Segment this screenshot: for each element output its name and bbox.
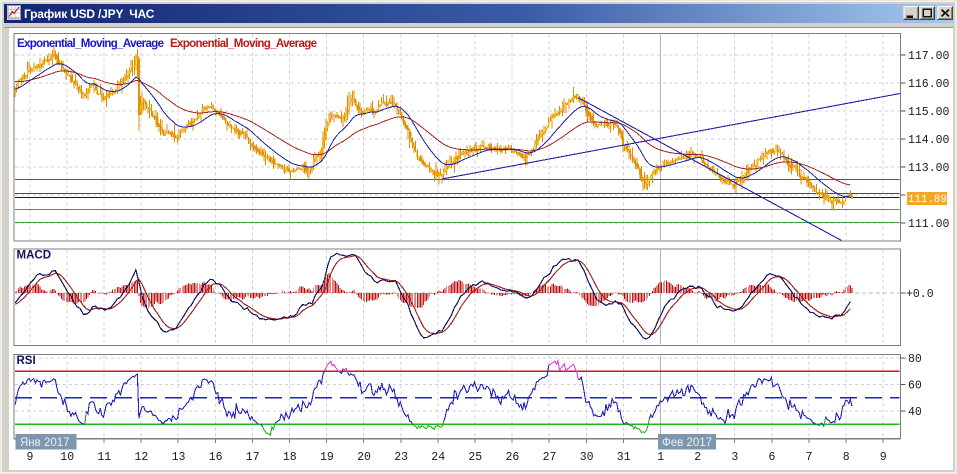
svg-text:111.89: 111.89	[908, 194, 947, 206]
svg-text:117.00: 117.00	[908, 50, 950, 63]
svg-text:30: 30	[580, 451, 594, 464]
svg-text:8: 8	[843, 451, 850, 464]
svg-text:1: 1	[657, 451, 664, 464]
svg-text:10: 10	[60, 451, 74, 464]
svg-text:17: 17	[246, 451, 260, 464]
svg-text:31: 31	[617, 451, 631, 464]
svg-text:9: 9	[27, 451, 34, 464]
svg-text:7: 7	[806, 451, 813, 464]
svg-text:23: 23	[394, 451, 408, 464]
svg-text:9: 9	[880, 451, 887, 464]
svg-text:+0.0: +0.0	[906, 288, 934, 301]
svg-text:6: 6	[769, 451, 776, 464]
svg-text:116.00: 116.00	[908, 78, 950, 91]
svg-text:3: 3	[731, 451, 738, 464]
svg-text:Янв 2017: Янв 2017	[20, 437, 70, 449]
svg-text:График USD /JPY ЧАС: График USD /JPY ЧАС	[24, 7, 155, 21]
svg-text:MACD: MACD	[17, 250, 52, 262]
svg-text:18: 18	[283, 451, 297, 464]
svg-text:12: 12	[135, 451, 149, 464]
svg-text:80: 80	[908, 353, 922, 366]
svg-text:27: 27	[543, 451, 557, 464]
svg-text:20: 20	[357, 451, 371, 464]
svg-text:60: 60	[908, 380, 922, 393]
svg-text:Фев 2017: Фев 2017	[662, 437, 712, 449]
svg-text:114.00: 114.00	[908, 134, 950, 147]
svg-text:13: 13	[172, 451, 186, 464]
svg-text:40: 40	[908, 406, 922, 419]
svg-text:115.00: 115.00	[908, 106, 950, 119]
svg-text:111.00: 111.00	[908, 218, 950, 231]
svg-text:25: 25	[468, 451, 482, 464]
svg-text:RSI: RSI	[17, 355, 36, 367]
svg-text:113.00: 113.00	[908, 162, 950, 175]
svg-text:16: 16	[209, 451, 223, 464]
svg-text:24: 24	[431, 451, 445, 464]
svg-text:Exponential_Moving_Average: Exponential_Moving_Average	[170, 38, 317, 50]
svg-text:19: 19	[320, 451, 334, 464]
svg-text:11: 11	[97, 451, 111, 464]
svg-text:26: 26	[506, 451, 520, 464]
svg-text:2: 2	[694, 451, 701, 464]
svg-text:Exponential_Moving_Average: Exponential_Moving_Average	[17, 38, 164, 50]
